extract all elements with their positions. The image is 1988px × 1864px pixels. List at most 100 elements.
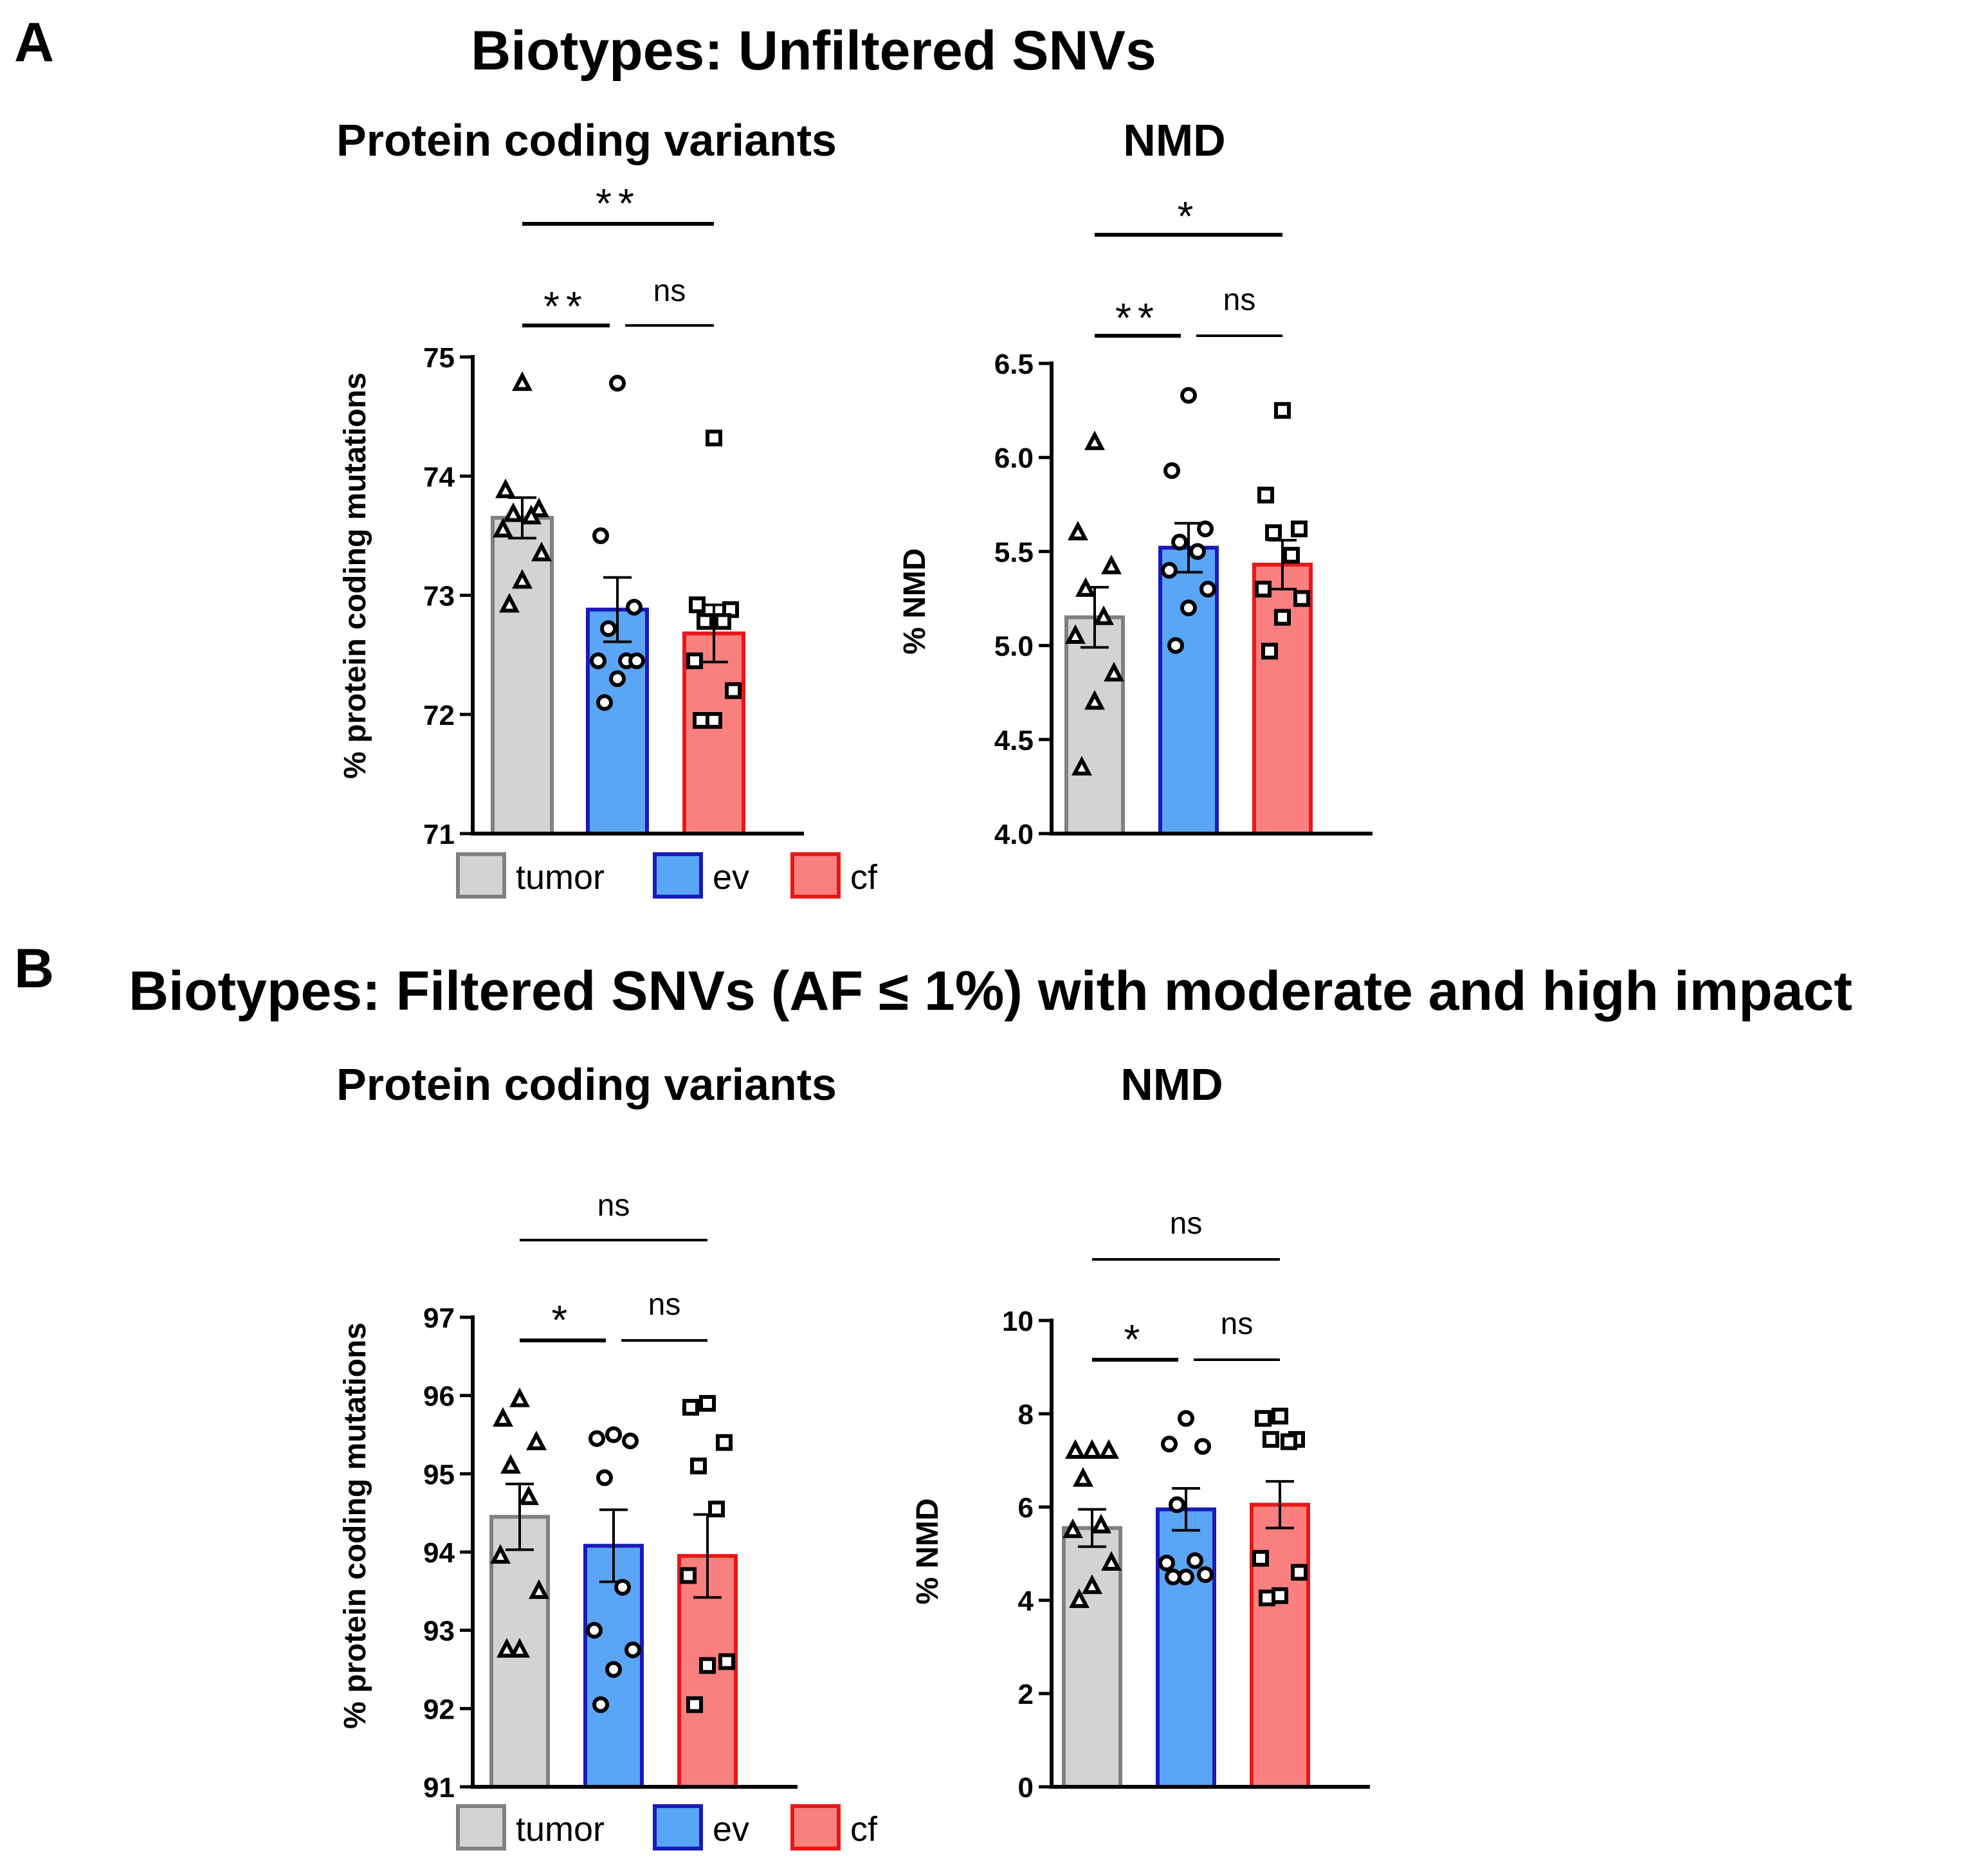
point-square [1265,524,1282,542]
significance-label: ns [648,1288,681,1322]
y-tick-label: 2 [1018,1679,1034,1710]
significance-bracket: * [1095,193,1282,239]
significance-label: * [1124,1316,1147,1362]
y-tick-label: 74 [423,461,455,493]
point-triangle [1101,1551,1122,1571]
point-triangle [509,1387,530,1407]
y-tick-label: 71 [423,819,455,850]
point-square [1293,590,1310,607]
error-bar-tumor [506,1483,534,1551]
y-tick-label: 75 [423,342,455,374]
significance-bracket: ** [1095,295,1181,341]
point-square [1252,1549,1269,1567]
chart-b-nmd: 0 2 4 6 8 10 ns * ns [1002,1207,1370,1804]
point-circle [1180,599,1197,617]
legend-item-tumor: tumor [456,1804,605,1850]
legend-item-tumor: tumor [456,852,605,899]
legend-label-cf: cf [850,858,878,897]
point-square [716,1434,733,1451]
y-tick-label: 91 [423,1772,455,1804]
legend-swatch-tumor [456,852,506,899]
point-circle [586,1622,603,1639]
significance-label: ns [653,274,686,308]
bar-ev [1156,1507,1216,1789]
point-triangle [495,479,516,498]
chart-a-protein-ylabel: % protein coding mutations [338,372,372,779]
point-circle [1199,580,1216,598]
point-circle [605,1426,622,1443]
point-square [1259,1589,1275,1607]
legend-a: tumor ev cf [456,852,878,899]
bar-cf [1250,1503,1310,1789]
y-tick-label: 6.0 [994,443,1034,474]
point-circle [614,1578,631,1596]
point-triangle [499,592,520,613]
point-circle [1189,543,1206,560]
chart-b-nmd-ylabel: % NMD [911,1498,945,1604]
chart-a-protein-title: Protein coding variants [336,115,837,165]
point-square [690,1457,707,1475]
y-tick-label: 72 [423,700,455,731]
point-square [1263,1430,1279,1448]
point-triangle [512,371,533,391]
point-circle [592,1696,609,1713]
chart-b-protein-title: Protein coding variants [336,1059,837,1110]
point-triangle [518,1485,539,1505]
point-triangle [531,542,552,562]
legend-item-cf: cf [790,1804,878,1850]
point-circle [1165,1568,1181,1585]
y-tick-label: 6.5 [994,349,1034,380]
point-square [1281,1433,1297,1450]
significance-label: ** [1115,295,1160,341]
point-circle [592,527,609,544]
point-circle [1169,1496,1185,1513]
error-bar-cf [1266,1480,1294,1530]
significance-bracket: ns [1194,1307,1280,1361]
point-circle [622,1432,639,1450]
significance-label: ns [597,1189,630,1223]
error-bar-ev [1174,522,1203,574]
point-triangle [1093,605,1114,625]
chart-a-protein: 71 72 73 74 75 ** ** ns [423,180,804,850]
point-triangle [1062,1518,1083,1539]
point-circle [1158,1555,1175,1571]
error-bar-tumor [1078,1508,1106,1548]
point-circle [1197,1566,1214,1584]
y-tick-label: 4.0 [994,819,1034,850]
point-triangle [1069,1588,1090,1608]
significance-label: ** [543,283,588,329]
significance-bracket: ns [1092,1207,1280,1261]
point-square [715,613,731,630]
point-square [1274,402,1291,419]
legend-label-ev: ev [713,1810,749,1849]
point-circle [596,694,613,711]
chart-a-nmd-title: NMD [1123,115,1225,165]
point-circle [628,652,645,670]
legend-label-cf: cf [850,1810,878,1849]
point-square [699,1394,716,1412]
point-square [693,712,709,729]
y-tick-label: 92 [423,1694,455,1725]
point-circle [609,670,626,688]
point-triangle [493,1407,513,1427]
legend-label-tumor: tumor [516,1810,605,1849]
significance-label: ns [1223,283,1256,317]
significance-bracket: * [1092,1316,1178,1362]
point-square [699,1657,716,1674]
legend-swatch-cf [790,1804,841,1850]
point-triangle [493,518,513,538]
point-triangle [521,504,542,525]
y-tick-label: 4.5 [994,725,1034,756]
chart-b-nmd-title: NMD [1120,1059,1223,1110]
point-triangle [529,1579,549,1599]
point-circle [1180,387,1197,404]
point-triangle [500,1454,521,1474]
point-triangle [503,502,524,522]
point-square [1291,520,1308,538]
point-circle [590,652,606,670]
point-triangle [529,497,549,518]
legend-swatch-ev [653,852,703,899]
point-square [1283,547,1300,564]
bar-ev [586,607,649,836]
legend-swatch-ev [653,1804,703,1850]
